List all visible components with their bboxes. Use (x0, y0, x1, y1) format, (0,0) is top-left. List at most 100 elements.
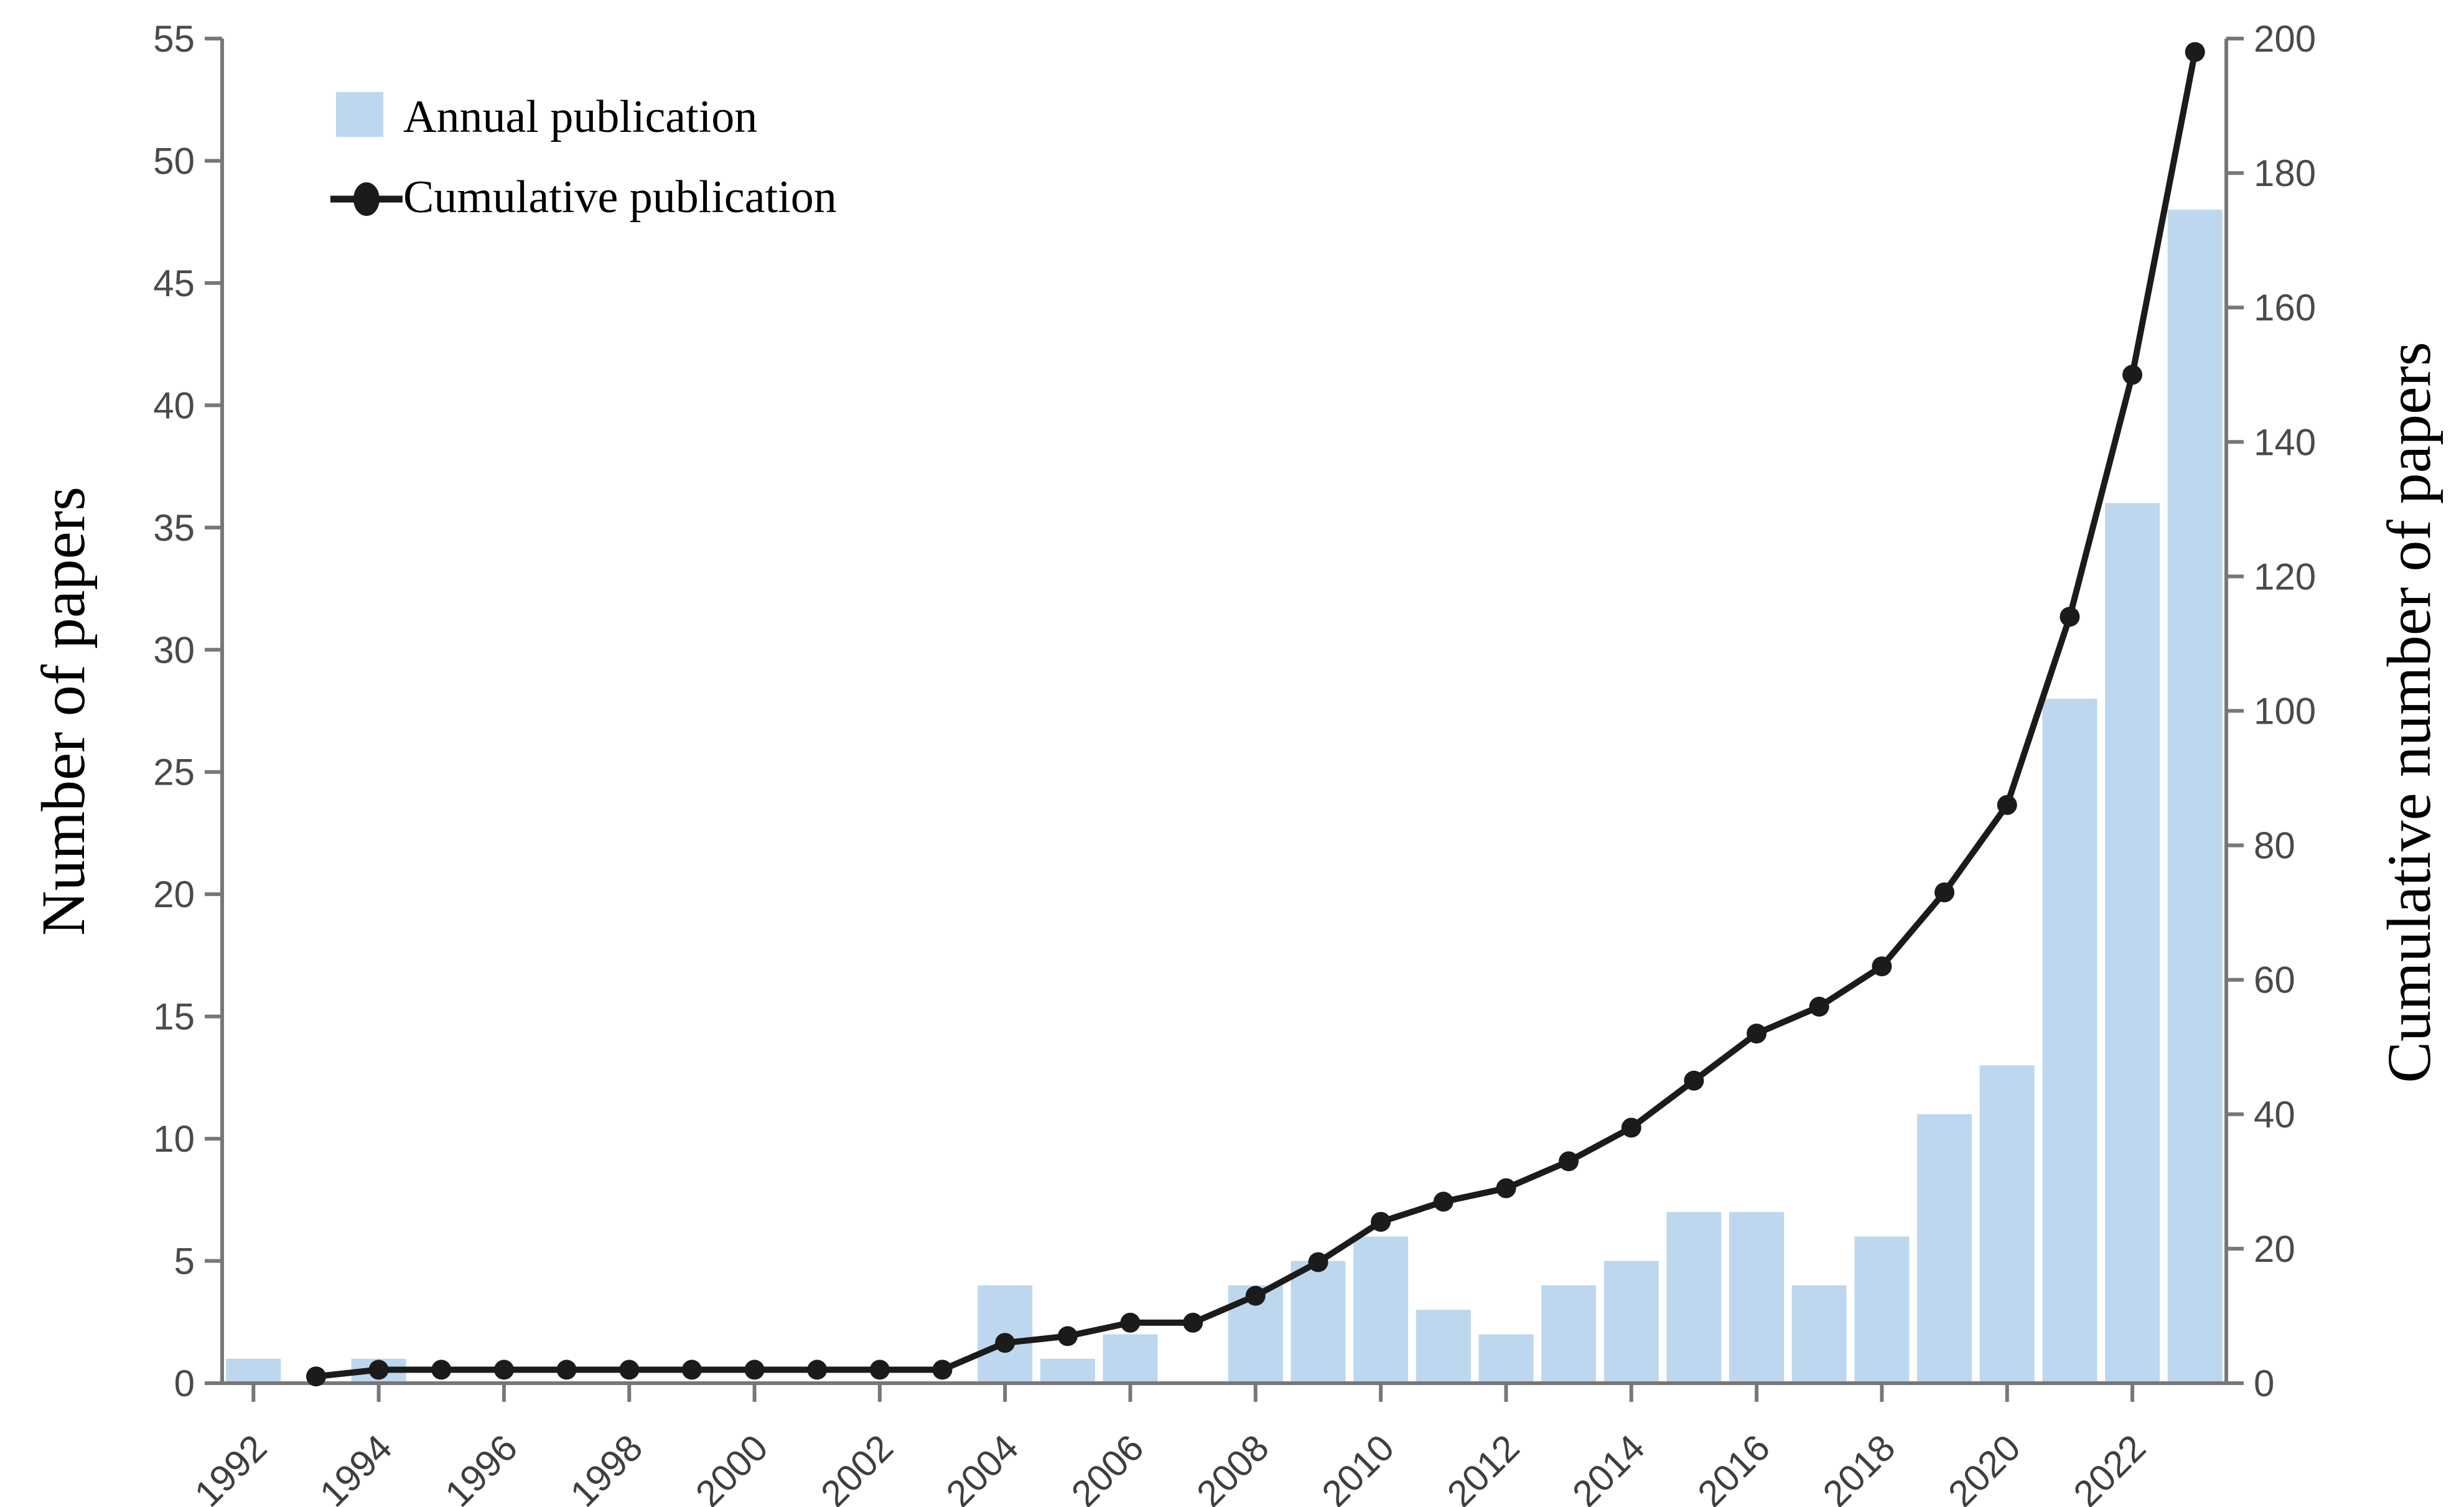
left-tick-label-35: 35 (153, 507, 195, 549)
bar-2010 (1353, 1236, 1409, 1383)
left-tick-label-10: 10 (153, 1118, 195, 1160)
point-1994 (368, 1360, 389, 1380)
right-tick-label-20: 20 (2254, 1228, 2295, 1270)
x-tick-label-2018: 2018 (1815, 1427, 1903, 1507)
bar-2009 (1290, 1261, 1346, 1383)
right-tick-label-40: 40 (2254, 1094, 2295, 1136)
bar-2020 (1979, 1065, 2035, 1383)
left-tick-label-55: 55 (153, 18, 195, 60)
right-tick-label-160: 160 (2254, 287, 2316, 329)
x-tick-label-2016: 2016 (1690, 1427, 1778, 1507)
bar-2019 (1917, 1114, 1972, 1383)
point-2021 (2060, 607, 2080, 627)
y-axis-title-left: Number of papers (29, 487, 98, 936)
legend-swatch-annual-bar (336, 92, 383, 137)
point-2002 (869, 1360, 890, 1380)
right-tick-label-120: 120 (2254, 556, 2316, 597)
left-tick-label-5: 5 (174, 1241, 195, 1282)
point-2007 (1183, 1312, 1203, 1333)
left-tick-label-20: 20 (153, 874, 195, 915)
bar-1992 (226, 1358, 281, 1383)
point-1998 (619, 1360, 640, 1380)
left-tick-label-25: 25 (153, 752, 195, 793)
left-tick-label-50: 50 (153, 140, 195, 182)
bar-2011 (1416, 1310, 1471, 1383)
right-tick-label-180: 180 (2254, 152, 2316, 194)
point-2001 (807, 1360, 828, 1380)
x-tick-label-1998: 1998 (562, 1427, 651, 1507)
cumulative-line (313, 49, 2198, 1380)
point-2010 (1371, 1211, 1391, 1232)
legend-label-cumulative: Cumulative publication (403, 172, 837, 223)
left-tick-label-0: 0 (174, 1363, 195, 1404)
point-2017 (1809, 996, 1829, 1017)
point-2012 (1496, 1178, 1516, 1198)
point-2003 (932, 1360, 953, 1380)
point-1995 (431, 1360, 452, 1380)
bar-2023 (2167, 210, 2223, 1383)
point-2008 (1245, 1285, 1266, 1306)
x-tick-label-2022: 2022 (2065, 1427, 2154, 1507)
point-2015 (1684, 1070, 1704, 1091)
x-tick-label-1992: 1992 (187, 1427, 275, 1507)
point-2022 (2122, 365, 2142, 385)
bar-2018 (1854, 1236, 1910, 1383)
point-2005 (1057, 1326, 1078, 1346)
x-tick-label-2008: 2008 (1188, 1427, 1277, 1507)
right-tick-label-60: 60 (2254, 959, 2295, 1001)
x-tick-label-2014: 2014 (1564, 1427, 1653, 1507)
cumulative-line-group (306, 42, 2205, 1387)
x-tick-label-2012: 2012 (1439, 1427, 1528, 1507)
x-tick-label-2002: 2002 (813, 1427, 901, 1507)
point-2011 (1433, 1192, 1454, 1212)
bar-2014 (1603, 1261, 1659, 1383)
point-2004 (995, 1333, 1015, 1353)
right-tick-label-0: 0 (2254, 1363, 2274, 1404)
x-tick-label-1996: 1996 (437, 1427, 525, 1507)
bar-2012 (1478, 1334, 1534, 1383)
legend-dot-marker (353, 182, 380, 216)
left-tick-label-15: 15 (153, 996, 195, 1038)
point-1999 (681, 1360, 702, 1380)
bar-2016 (1729, 1212, 1785, 1383)
point-2018 (1872, 956, 1892, 977)
bar-2006 (1103, 1334, 1158, 1383)
x-tick-label-2006: 2006 (1063, 1427, 1152, 1507)
x-tick-label-2010: 2010 (1314, 1427, 1402, 1507)
bar-2021 (2042, 698, 2098, 1383)
bar-2015 (1666, 1212, 1722, 1383)
left-tick-label-45: 45 (153, 263, 195, 304)
point-2006 (1120, 1312, 1141, 1333)
right-tick-label-80: 80 (2254, 825, 2295, 867)
x-tick-label-1994: 1994 (312, 1427, 400, 1507)
point-1993 (306, 1366, 326, 1387)
point-2023 (2185, 42, 2205, 62)
legend: Annual publication Cumulative publicatio… (330, 91, 837, 223)
left-tick-label-40: 40 (153, 385, 195, 426)
point-1996 (494, 1360, 514, 1380)
point-2020 (1997, 795, 2017, 815)
point-2016 (1747, 1024, 1767, 1044)
point-2013 (1559, 1151, 1579, 1172)
point-2000 (744, 1360, 765, 1380)
legend-label-annual: Annual publication (403, 91, 757, 142)
point-1997 (556, 1360, 577, 1380)
point-2014 (1621, 1117, 1641, 1138)
left-tick-label-30: 30 (153, 629, 195, 671)
point-2019 (1934, 882, 1954, 903)
x-tick-label-2020: 2020 (1940, 1427, 2028, 1507)
point-2009 (1308, 1252, 1328, 1272)
y-axis-title-right: Cumulative number of papers (2374, 342, 2443, 1083)
x-tick-label-2004: 2004 (938, 1427, 1027, 1507)
right-tick-label-100: 100 (2254, 691, 2316, 732)
bar-2022 (2105, 503, 2160, 1383)
bar-2017 (1791, 1285, 1847, 1383)
annual-bars-group (226, 210, 2223, 1383)
bar-2013 (1541, 1285, 1597, 1383)
x-tick-label-2000: 2000 (688, 1427, 776, 1507)
bar-2005 (1040, 1358, 1095, 1383)
right-tick-label-200: 200 (2254, 18, 2316, 60)
right-tick-label-140: 140 (2254, 421, 2316, 463)
